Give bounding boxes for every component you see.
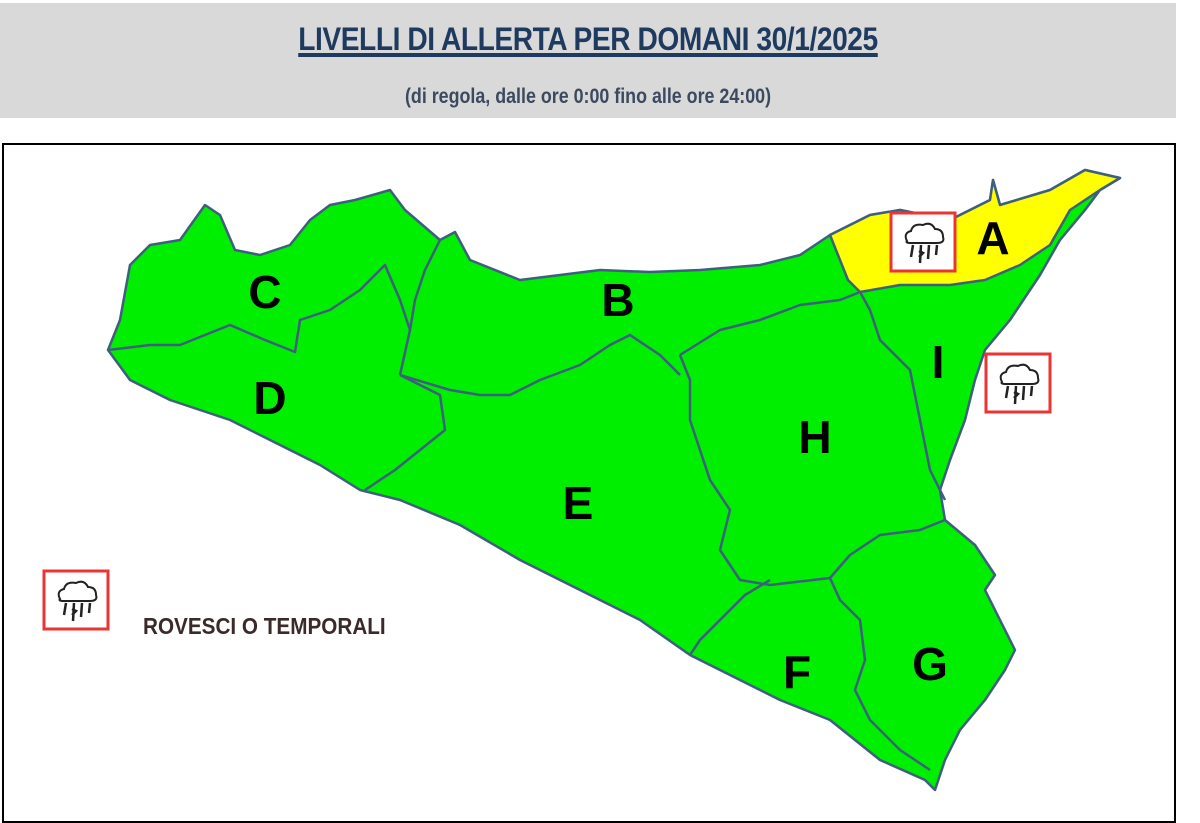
zone-label-e: E — [563, 477, 594, 529]
zone-label-f: F — [783, 646, 811, 698]
zone-label-b: B — [601, 274, 634, 326]
storm-icon — [889, 211, 957, 273]
sicily-map: A B C D E F G H I — [42, 168, 1122, 792]
zone-label-i: I — [932, 336, 945, 388]
zone-label-h: H — [798, 411, 831, 463]
zone-label-c: C — [248, 266, 281, 318]
storm-icon — [984, 352, 1052, 414]
zone-label-d: D — [253, 372, 286, 424]
legend-label: ROVESCI O TEMPORALI — [143, 613, 386, 639]
header-banner: LIVELLI DI ALLERTA PER DOMANI 30/1/2025 … — [0, 3, 1176, 118]
zone-label-a: A — [976, 212, 1009, 264]
zone-label-g: G — [912, 638, 948, 690]
zone-a-yellow — [828, 168, 1122, 294]
zone-borders — [107, 239, 947, 772]
legend-storm-icon — [42, 569, 110, 631]
page-title: LIVELLI DI ALLERTA PER DOMANI 30/1/2025 — [298, 21, 878, 57]
page-subtitle: (di regola, dalle ore 0:00 fino alle ore… — [404, 85, 772, 108]
